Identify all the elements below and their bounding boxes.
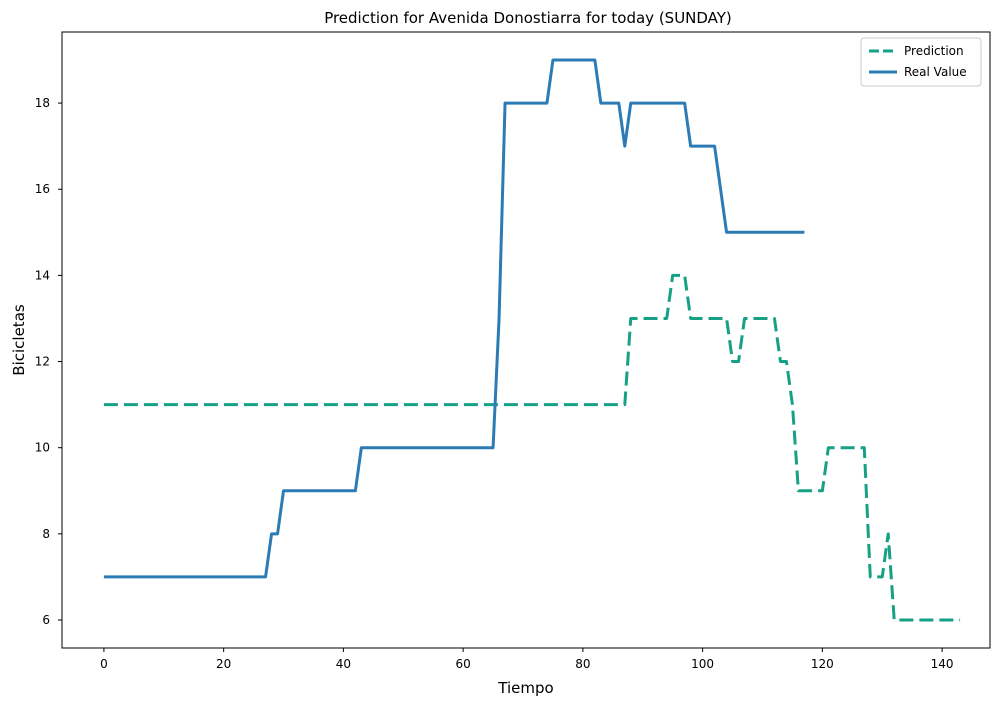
x-tick-label: 0 xyxy=(100,657,108,671)
y-axis: 6 8 10 12 14 16 18 xyxy=(35,96,62,627)
x-tick-label: 100 xyxy=(691,657,714,671)
x-tick-label: 140 xyxy=(931,657,954,671)
legend-label: Prediction xyxy=(904,44,964,58)
y-tick-label: 18 xyxy=(35,96,50,110)
series-line-real-value xyxy=(103,58,805,579)
x-tick-label: 20 xyxy=(216,657,231,671)
chart-title: Prediction for Avenida Donostiarra for t… xyxy=(324,9,732,27)
y-tick-label: 10 xyxy=(35,441,50,455)
series-line-prediction xyxy=(103,273,961,622)
x-tick-label: 60 xyxy=(455,657,470,671)
y-axis-label: Bicicletas xyxy=(10,304,28,376)
y-tick-label: 14 xyxy=(35,268,50,282)
y-tick-label: 16 xyxy=(35,182,50,196)
legend-label: Real Value xyxy=(904,65,967,79)
legend: Prediction Real Value xyxy=(860,37,982,87)
x-axis: 0 20 40 60 80 100 120 140 xyxy=(100,648,954,671)
x-axis-label: Tiempo xyxy=(497,679,553,697)
plot-area xyxy=(61,31,991,649)
y-tick-label: 8 xyxy=(42,527,50,541)
y-tick-label: 12 xyxy=(35,355,50,369)
x-tick-label: 120 xyxy=(811,657,834,671)
x-tick-label: 80 xyxy=(575,657,590,671)
x-tick-label: 40 xyxy=(336,657,351,671)
series-layer xyxy=(103,58,961,622)
y-tick-label: 6 xyxy=(42,613,50,627)
